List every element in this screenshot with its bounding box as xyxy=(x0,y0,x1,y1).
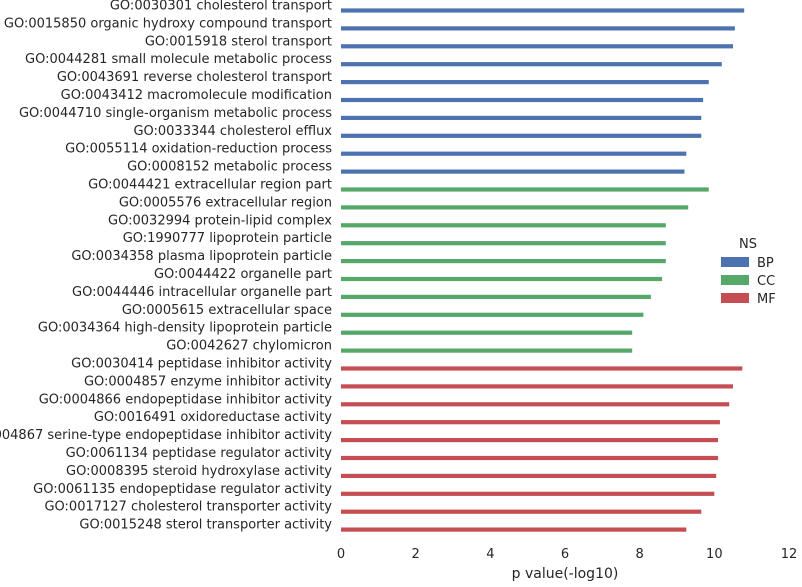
category-label-2: GO:0015850 organic hydroxy compound tran… xyxy=(4,16,332,31)
bar-15 xyxy=(341,259,666,264)
bar-3 xyxy=(341,44,733,49)
category-label-5: GO:0043691 reverse cholesterol transport xyxy=(57,70,332,85)
legend-label-cc: CC xyxy=(757,274,775,289)
category-label-23: GO:0004866 endopeptidase inhibitor activ… xyxy=(39,392,333,407)
category-label-10: GO:0008152 metabolic process xyxy=(127,160,332,175)
bar-20 xyxy=(341,348,633,353)
category-label-18: GO:0005615 extracellular space xyxy=(122,303,332,318)
category-label-4: GO:0044281 small molecule metabolic proc… xyxy=(25,52,332,67)
legend-title: NS xyxy=(739,237,757,252)
bar-11 xyxy=(341,187,709,192)
legend-swatch-bp xyxy=(721,257,749,267)
bar-24 xyxy=(341,420,720,425)
category-label-14: GO:1990777 lipoprotein particle xyxy=(123,231,332,246)
x-tick-label-2: 2 xyxy=(412,547,420,562)
bar-19 xyxy=(341,330,633,335)
bar-5 xyxy=(341,80,709,85)
legend-label-mf: MF xyxy=(757,292,776,307)
bar-16 xyxy=(341,276,663,282)
legend-swatch-cc xyxy=(721,275,749,285)
x-tick-label-10: 10 xyxy=(706,547,723,562)
x-tick-label-0: 0 xyxy=(337,547,345,562)
bar-27 xyxy=(341,473,717,478)
bar-28 xyxy=(341,491,715,496)
category-label-8: GO:0033344 cholesterol efflux xyxy=(133,124,332,139)
category-label-30: GO:0015248 sterol transporter activity xyxy=(79,518,332,533)
bar-7 xyxy=(341,115,702,120)
category-label-6: GO:0043412 macromolecule modification xyxy=(61,88,332,103)
category-label-28: GO:0061135 endopeptidase regulator activ… xyxy=(33,482,332,497)
category-label-13: GO:0032994 protein-lipid complex xyxy=(108,213,332,228)
bar-26 xyxy=(341,455,719,461)
x-tick-label-12: 12 xyxy=(781,547,798,562)
bar-21 xyxy=(341,366,743,371)
category-label-25: GO:0004867 serine-type endopeptidase inh… xyxy=(0,428,332,443)
category-label-15: GO:0034358 plasma lipoprotein particle xyxy=(71,249,332,264)
x-tick-label-4: 4 xyxy=(486,547,494,562)
category-label-29: GO:0017127 cholesterol transporter activ… xyxy=(44,500,332,515)
bar-1 xyxy=(341,8,745,13)
category-label-19: GO:0034364 high-density lipoprotein part… xyxy=(38,321,332,336)
x-axis-ticks: 0 2 4 6 8 10 12 xyxy=(337,547,797,562)
x-tick-label-8: 8 xyxy=(636,547,644,562)
bar-10 xyxy=(341,169,685,174)
bar-13 xyxy=(341,223,666,228)
bar-14 xyxy=(341,241,666,246)
category-label-21: GO:0030414 peptidase inhibitor activity xyxy=(71,357,332,372)
category-label-22: GO:0004857 enzyme inhibitor activity xyxy=(84,374,332,389)
legend-label-bp: BP xyxy=(757,256,774,271)
category-label-17: GO:0044446 intracellular organelle part xyxy=(72,285,332,300)
bar-18 xyxy=(341,312,644,317)
bar-30 xyxy=(341,527,687,532)
bar-8 xyxy=(341,133,702,138)
bar-22 xyxy=(341,384,733,389)
category-label-16: GO:0044422 organelle part xyxy=(154,267,332,282)
bar-25 xyxy=(341,438,719,443)
category-label-27: GO:0008395 steroid hydroxylase activity xyxy=(66,464,332,479)
category-label-11: GO:0044421 extracellular region part xyxy=(88,178,332,193)
x-tick-label-6: 6 xyxy=(561,547,569,562)
category-label-1: GO:0030301 cholesterol transport xyxy=(110,0,332,14)
category-labels: GO:0030301 cholesterol transport GO:00158… xyxy=(0,0,332,533)
bar-6 xyxy=(341,97,704,103)
category-label-20: GO:0042627 chylomicron xyxy=(166,339,332,354)
category-label-9: GO:0055114 oxidation-reduction process xyxy=(65,142,332,157)
category-label-3: GO:0015918 sterol transport xyxy=(145,34,332,49)
bar-17 xyxy=(341,294,651,299)
bar-29 xyxy=(341,509,702,514)
bar-23 xyxy=(341,402,730,407)
bars xyxy=(341,8,745,532)
bar-12 xyxy=(341,205,689,210)
category-label-12: GO:0005576 extracellular region xyxy=(119,195,332,210)
category-label-26: GO:0061134 peptidase regulator activity xyxy=(66,446,333,461)
category-label-7: GO:0044710 single-organism metabolic pro… xyxy=(19,106,332,121)
x-axis-label: p value(-log10) xyxy=(512,566,619,582)
category-label-24: GO:0016491 oxidoreductase activity xyxy=(94,410,332,425)
bar-4 xyxy=(341,62,722,67)
bar-2 xyxy=(341,26,735,31)
legend-swatch-mf xyxy=(721,293,749,303)
bar-9 xyxy=(341,151,687,156)
legend: NS BP CC MF xyxy=(721,237,776,307)
